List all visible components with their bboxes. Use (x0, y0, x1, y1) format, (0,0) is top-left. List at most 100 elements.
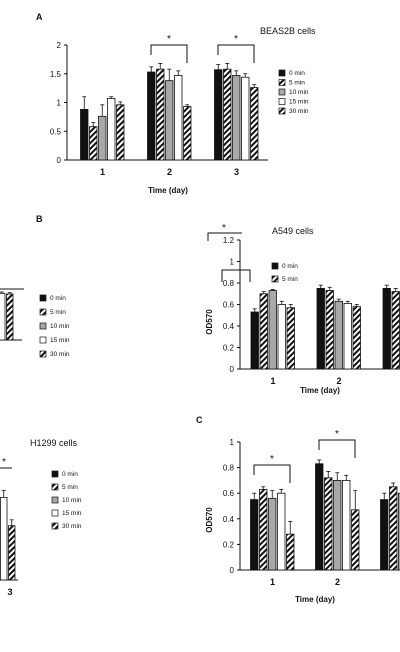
legend-swatch (39, 350, 47, 358)
bar-0-min-cat-3 (382, 287, 391, 370)
legend-swatch (51, 470, 59, 478)
partial-chart-h1299: 3 * 0 min 5 min 10 min 15 min 30 min H1299 cell… (0, 438, 82, 597)
chart-beas2b: 0 0.5 1 1.5 2 1 2 3 * * 0 min 5 min 10 min 15 min 30 m… (36, 12, 316, 195)
panel-letter: A (36, 12, 43, 22)
bar-10-min-cat-1 (98, 115, 107, 161)
bar-0-min-cat-1 (250, 499, 259, 571)
legend-label: 10 min (289, 89, 309, 96)
legend-swatch (39, 294, 47, 302)
significance-bracket (150, 44, 188, 63)
x-category-label: 3 (7, 587, 12, 597)
bar-30-min-cat-2 (351, 509, 360, 571)
x-axis-label: Time (day) (295, 595, 335, 604)
bar-10-min-cat-2 (334, 300, 343, 370)
legend-label: 15 min (289, 99, 309, 106)
y-tick-label: 0.4 (223, 322, 235, 331)
bar-30-min-cat-1 (286, 307, 295, 370)
y-tick-label: 1.5 (50, 70, 62, 79)
bar-15-min-cat-2 (343, 303, 352, 370)
panel-letter: C (196, 415, 203, 425)
legend-label: 10 min (62, 497, 82, 504)
legend-label: 5 min (289, 80, 305, 87)
legend-swatch (271, 262, 279, 270)
legend-label: 30 min (50, 351, 70, 358)
significance-marker: * (270, 454, 274, 465)
bar-30-min-cat-1 (8, 525, 16, 581)
legend-label: 0 min (50, 295, 66, 302)
bar-30-min-cat-2 (352, 306, 361, 370)
legend-label: 10 min (50, 323, 70, 330)
bar-10-min-cat-2 (165, 80, 174, 161)
y-tick-label: 0.8 (223, 464, 235, 473)
legend-swatch (39, 322, 47, 330)
legend-label: 5 min (50, 309, 66, 316)
y-tick-label: 0.5 (50, 127, 62, 136)
significance-bracket (253, 464, 291, 483)
bar-5-min-cat-1 (259, 488, 268, 571)
significance-bracket (221, 269, 251, 282)
legend-label: 5 min (282, 276, 298, 283)
legend-label: 5 min (62, 484, 78, 491)
bar-5-min-cat-3 (391, 291, 400, 370)
legend-swatch (51, 496, 59, 504)
bar-5-min-cat-2 (325, 290, 334, 370)
bar-5-min-cat-3 (223, 68, 232, 161)
bar-10-min-cat-1 (268, 290, 277, 370)
x-axis-label: Time (day) (148, 186, 188, 195)
significance-marker: * (167, 34, 171, 45)
bar-15-min-cat-1 (0, 292, 6, 341)
bar-10-min-cat-1 (268, 497, 277, 571)
partial-chart-b-left: 0 min 5 min 10 min 15 min 30 min (0, 288, 70, 358)
y-tick-label: 1 (230, 258, 235, 267)
y-axis-label: OD570 (205, 507, 214, 533)
y-tick-label: 0.6 (223, 489, 235, 498)
x-category-label: 2 (336, 376, 341, 386)
bar-15-min-cat-3 (241, 76, 250, 161)
y-tick-label: 0 (230, 365, 235, 374)
bar-0-min-cat-3 (380, 499, 389, 571)
bar-30-min-cat-3 (250, 87, 259, 161)
x-category-label: 2 (167, 167, 172, 177)
y-tick-label: 0.2 (223, 344, 235, 353)
legend-label: 30 min (289, 108, 309, 115)
bar-0-min-cat-1 (80, 109, 89, 161)
legend-label: 0 min (282, 263, 298, 270)
y-tick-label: 0 (230, 566, 235, 575)
significance-marker: * (2, 457, 6, 468)
x-category-label: 3 (234, 167, 239, 177)
y-tick-label: 0.6 (223, 301, 235, 310)
bar-5-min-cat-2 (156, 68, 165, 161)
bar-5-min-cat-1 (89, 126, 98, 161)
bar-10-min-cat-3 (398, 492, 400, 571)
bar-0-min-cat-2 (315, 463, 324, 571)
bar-0-min-cat-2 (316, 287, 325, 370)
bar-0-min-cat-3 (214, 69, 223, 161)
bar-30-min-cat-1 (6, 293, 14, 341)
y-tick-label: 1 (230, 438, 235, 447)
legend-label: 30 min (62, 523, 82, 530)
y-tick-label: 0 (57, 156, 62, 165)
legend-swatch (278, 107, 286, 115)
legend-swatch (271, 275, 279, 283)
bar-30-min-cat-1 (116, 104, 125, 161)
x-category-label: 1 (100, 167, 105, 177)
bar-0-min-cat-1 (250, 311, 259, 370)
bar-10-min-cat-2 (333, 479, 342, 571)
legend-swatch (278, 69, 286, 77)
legend-swatch (39, 336, 47, 344)
significance-bracket (318, 439, 356, 458)
x-axis-label: Time (day) (300, 386, 340, 395)
y-tick-label: 1 (57, 99, 62, 108)
chart-title: H1299 cells (30, 438, 78, 448)
y-tick-label: 1.2 (223, 236, 235, 245)
significance-marker: * (335, 429, 339, 440)
legend-swatch (51, 509, 59, 517)
significance-bracket (207, 232, 242, 241)
significance-marker: * (222, 223, 226, 234)
bar-15-min-cat-1 (277, 304, 286, 370)
bar-10-min-cat-3 (232, 75, 241, 161)
legend-swatch (51, 522, 59, 530)
panel-letter: B (36, 214, 43, 224)
